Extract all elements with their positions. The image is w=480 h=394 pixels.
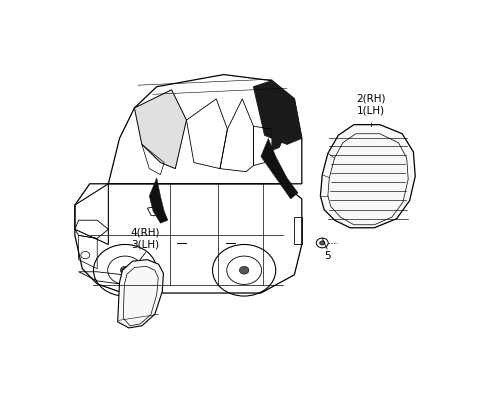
Polygon shape xyxy=(272,129,283,151)
Text: 5: 5 xyxy=(324,251,330,260)
Polygon shape xyxy=(149,178,168,223)
Polygon shape xyxy=(134,90,186,169)
Polygon shape xyxy=(253,81,302,144)
Circle shape xyxy=(316,238,328,248)
Circle shape xyxy=(240,266,249,274)
Polygon shape xyxy=(261,138,298,199)
Polygon shape xyxy=(118,260,163,328)
Circle shape xyxy=(320,241,325,245)
Text: 4(RH)
3(LH): 4(RH) 3(LH) xyxy=(131,227,160,249)
Polygon shape xyxy=(321,125,415,228)
Text: 2(RH)
1(LH): 2(RH) 1(LH) xyxy=(356,94,385,115)
Circle shape xyxy=(120,266,130,274)
